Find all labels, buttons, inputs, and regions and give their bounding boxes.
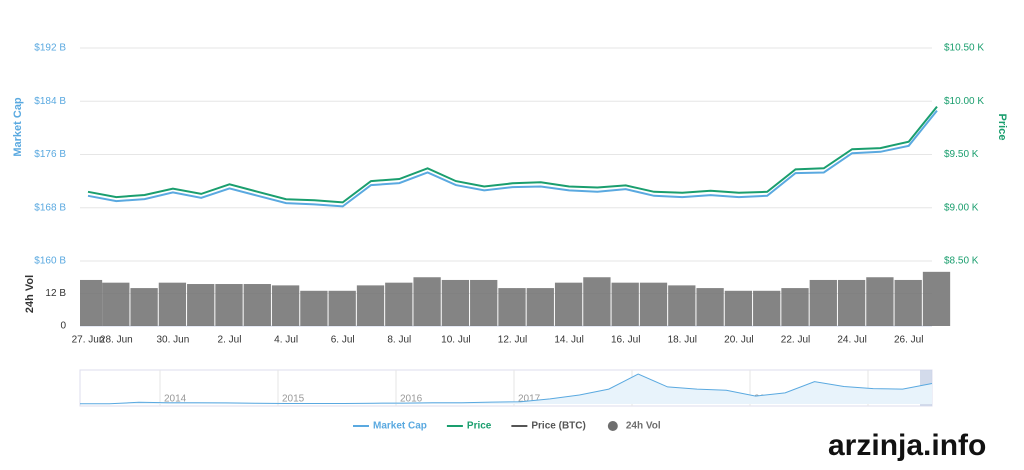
series-line [87,105,938,204]
volume-bar [866,277,894,326]
volume-bar [215,284,243,326]
volume-bar [837,279,866,326]
legend-label[interactable]: Market Cap [373,421,427,432]
y2-tick-label: $9.50 K [944,149,979,160]
volume-bar [187,284,215,326]
volume-bar [158,282,187,326]
y2-tick-label: $9.00 K [944,202,979,213]
y-tick-label: $184 B [34,96,66,107]
vol-axis-title: 24h Vol [24,275,36,313]
volume-bar [894,279,922,326]
volume-bar [80,279,103,326]
legend-label[interactable]: Price [467,421,492,432]
vol-tick-label: 0 [60,321,66,332]
volume-bar [300,290,328,326]
y-axis-title: Market Cap [12,97,24,157]
volume-bar [526,288,554,326]
legend-label[interactable]: 24h Vol [626,421,661,432]
x-tick-label: 22. Jul [781,335,810,346]
volume-bar [130,288,158,326]
x-tick-label: 27. Jun [72,335,105,346]
volume-bar [328,290,356,326]
x-tick-label: 28. Jun [100,335,133,346]
navigator-line [79,373,933,405]
volume-bar [668,285,696,326]
volume-bar [781,288,809,326]
volume-bar [102,282,130,326]
navigator-area [80,374,932,404]
x-tick-label: 10. Jul [441,335,470,346]
volume-bar [413,277,441,326]
navigator-label: 2014 [164,394,187,405]
volume-bar [611,282,639,326]
x-tick-label: 24. Jul [837,335,866,346]
x-tick-label: 30. Jun [156,335,189,346]
x-tick-label: 16. Jul [611,335,640,346]
x-tick-label: 20. Jul [724,335,753,346]
y-tick-label: $160 B [34,256,66,267]
vol-tick-label: 12 B [45,288,66,299]
x-tick-label: 2. Jul [218,335,242,346]
volume-bar [554,282,583,326]
volume-bar [922,271,951,326]
legend-label[interactable]: Price (BTC) [531,421,585,432]
x-tick-label: 14. Jul [554,335,583,346]
volume-bar [498,288,526,326]
volume-bar [696,288,724,326]
y2-tick-label: $10.50 K [944,43,984,54]
volume-bar [809,279,837,326]
volume-bar [271,285,300,326]
navigator-label: 2015 [282,394,305,405]
watermark: arzinja.info [828,429,986,462]
x-tick-label: 18. Jul [668,335,697,346]
volume-bar [583,277,611,326]
series-line [87,109,938,208]
volume-bar [356,285,385,326]
volume-bar [470,279,498,326]
y-tick-label: $168 B [34,202,66,213]
volume-bar [753,290,781,326]
x-tick-label: 6. Jul [331,335,355,346]
navigator-label: 2017 [518,394,541,405]
y-tick-label: $176 B [34,149,66,160]
y-tick-label: $192 B [34,43,66,54]
volume-bar [639,282,668,326]
volume-bar [724,290,753,326]
navigator-label: 2016 [400,394,423,405]
x-tick-label: 8. Jul [387,335,411,346]
x-tick-label: 26. Jul [894,335,923,346]
y2-tick-label: $10.00 K [944,96,984,107]
volume-bar [243,284,271,326]
x-tick-label: 12. Jul [498,335,527,346]
x-tick-label: 4. Jul [274,335,298,346]
y2-tick-label: $8.50 K [944,256,979,267]
legend-symbol [607,421,618,431]
volume-bar [441,279,470,326]
volume-bar [385,282,413,326]
y2-axis-title: Price [996,114,1008,141]
